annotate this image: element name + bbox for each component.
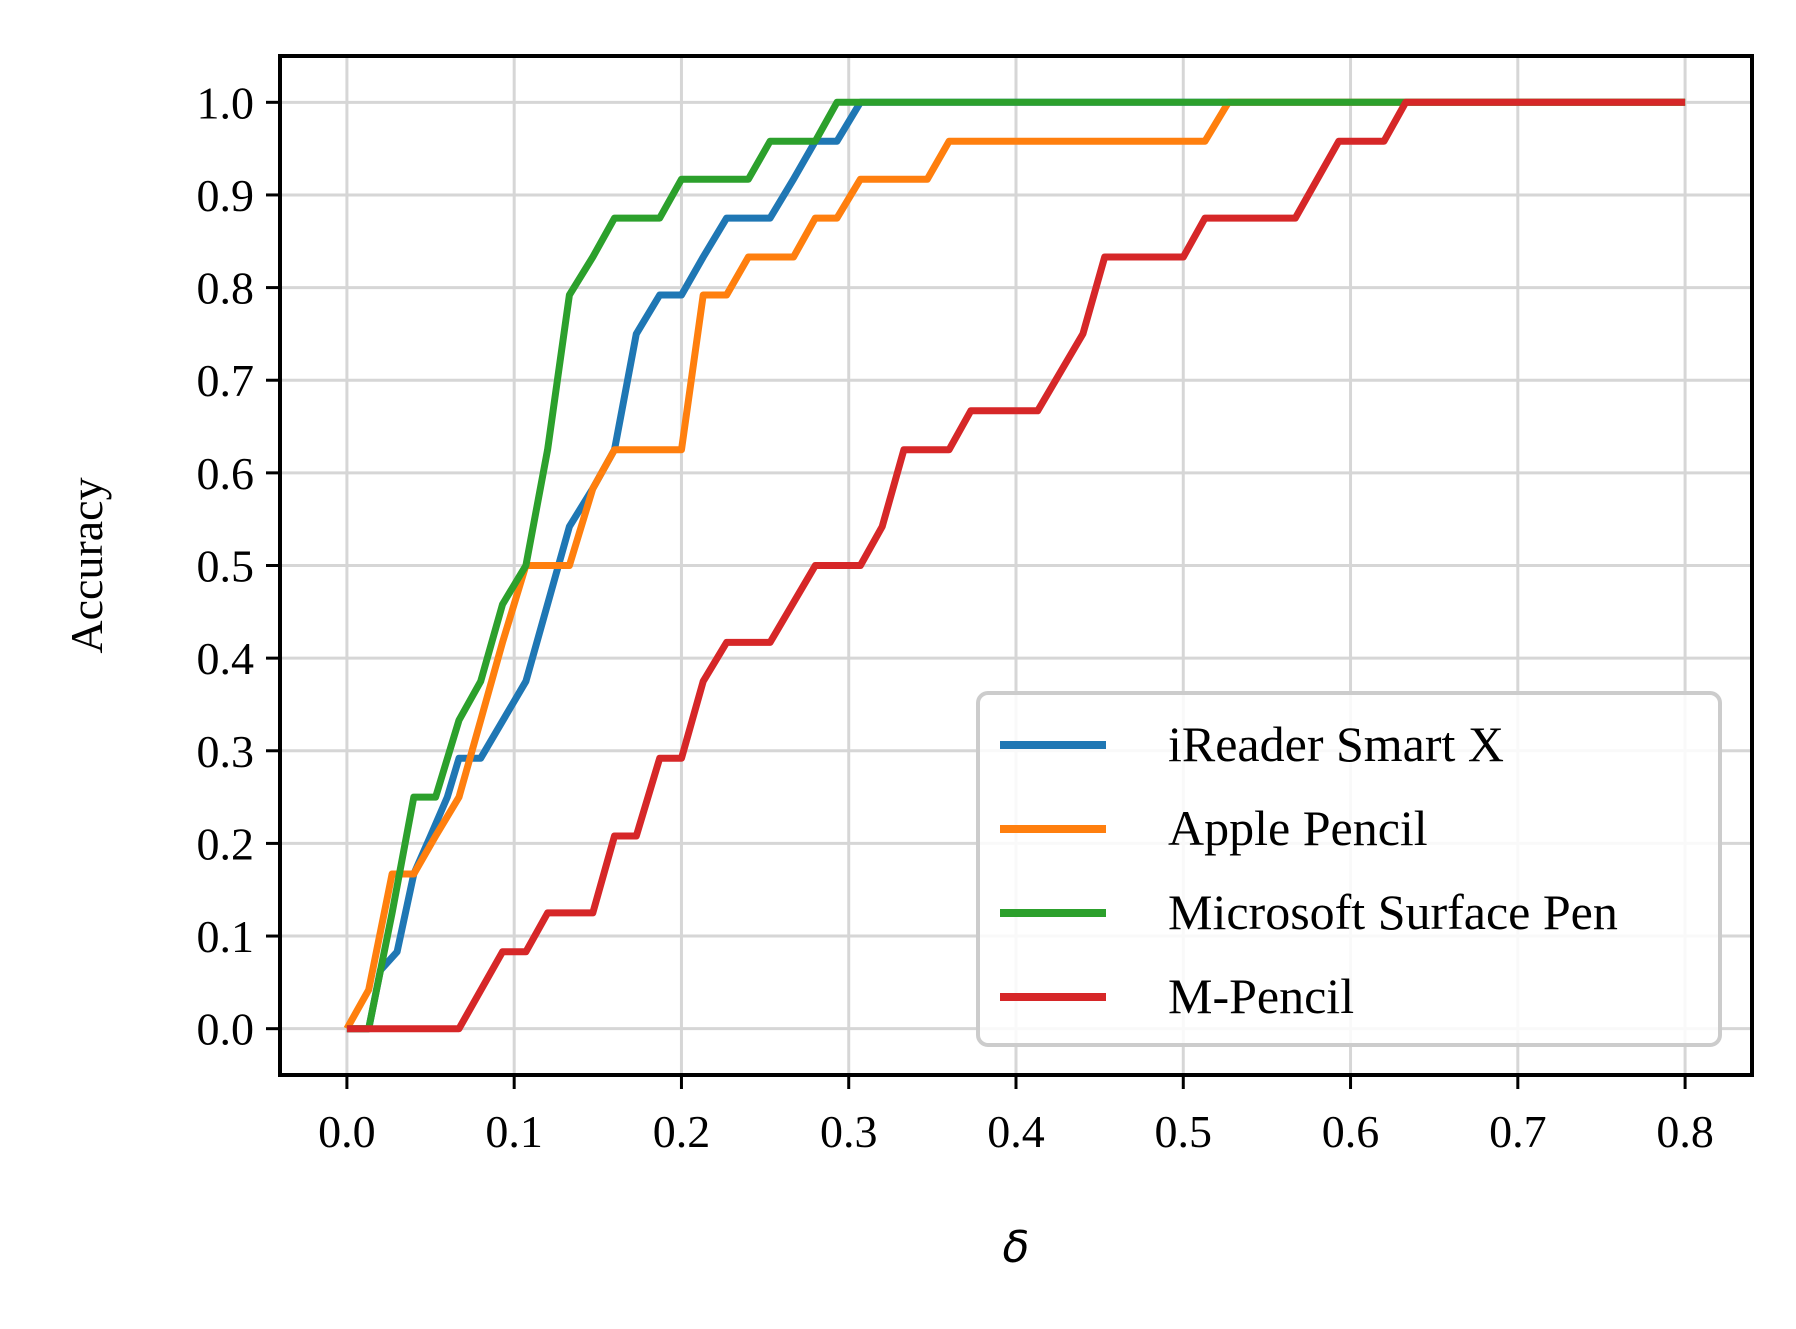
x-tick-label: 0.1 [485, 1106, 543, 1157]
legend-entry: iReader Smart X [1168, 716, 1504, 772]
legend-entry: M-Pencil [1168, 968, 1354, 1024]
y-tick-label: 1.0 [197, 77, 255, 128]
y-tick-label: 0.0 [197, 1004, 255, 1055]
series-lines [343, 98, 1686, 1033]
x-tick-label: 0.5 [1155, 1106, 1213, 1157]
x-tick-label: 0.6 [1322, 1106, 1380, 1157]
y-axis-ticks: 0.0 0.1 0.2 0.3 0.4 0.5 0.6 0.7 0.8 0.9 1.0 [197, 77, 280, 1055]
y-tick-label: 0.8 [197, 263, 255, 314]
y-tick-label: 0.1 [197, 911, 255, 962]
x-tick-label: 0.8 [1656, 1106, 1714, 1157]
legend-entry: Apple Pencil [1168, 800, 1428, 856]
y-tick-label: 0.6 [197, 448, 255, 499]
legend-entry: Microsoft Surface Pen [1168, 884, 1618, 940]
x-tick-label: 0.4 [987, 1106, 1045, 1157]
x-axis-ticks: 0.0 0.1 0.2 0.3 0.4 0.5 0.6 0.7 0.8 [318, 1075, 1714, 1157]
y-tick-label: 0.2 [197, 818, 255, 869]
series-line-4 [346, 98, 1686, 1033]
x-tick-label: 0.7 [1489, 1106, 1547, 1157]
y-tick-label: 0.3 [197, 726, 255, 777]
x-tick-label: 0.0 [318, 1106, 376, 1157]
y-tick-label: 0.7 [197, 355, 255, 406]
y-tick-label: 0.9 [197, 170, 255, 221]
legend: iReader Smart X Apple Pencil Microsoft Sur… [976, 691, 1722, 1047]
legend-box [976, 691, 1722, 1047]
y-tick-label: 0.5 [197, 541, 255, 592]
y-tick-label: 0.4 [197, 633, 255, 684]
series-line-3 [346, 98, 1686, 1033]
y-axis-label: Accuracy [61, 477, 112, 653]
x-tick-label: 0.2 [653, 1106, 711, 1157]
x-axis-label: δ [1003, 1222, 1030, 1273]
series-line-2 [343, 98, 1686, 1031]
x-tick-label: 0.3 [820, 1106, 878, 1157]
